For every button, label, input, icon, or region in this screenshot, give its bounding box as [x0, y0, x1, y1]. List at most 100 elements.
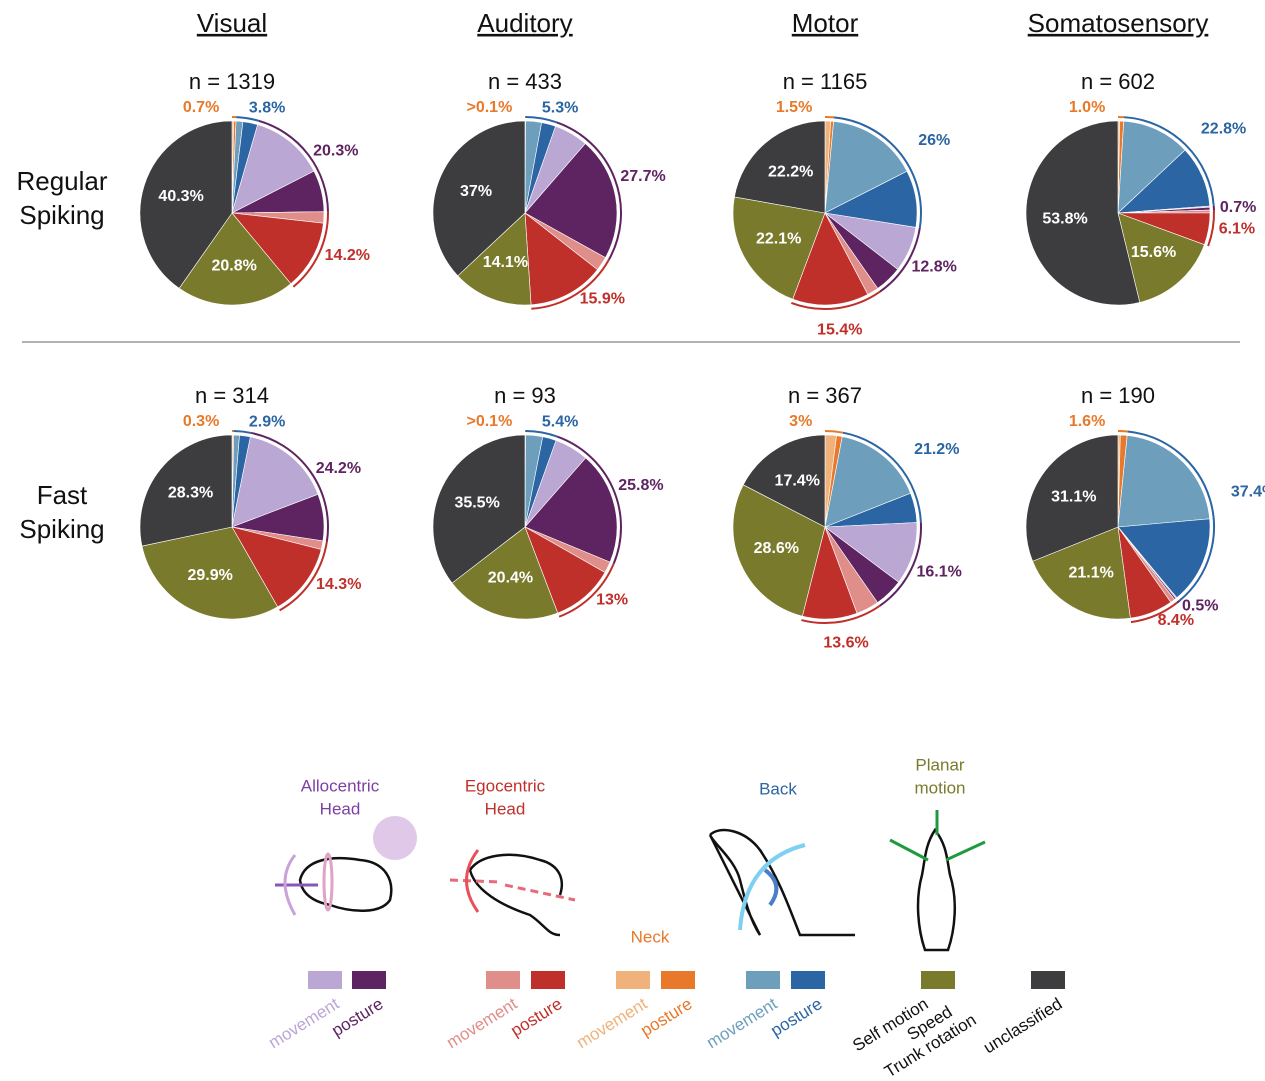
pct-label: 37% — [460, 183, 492, 200]
column-title: Auditory — [477, 8, 572, 38]
pie-slice — [139, 120, 233, 289]
pct-label: 31.1% — [1051, 488, 1096, 505]
pct-label: 37.4% — [1231, 484, 1265, 501]
pie-slice — [178, 212, 292, 306]
legend-swatch — [486, 971, 520, 989]
pct-label: 0.3% — [183, 413, 219, 430]
pct-label: 15.6% — [1131, 244, 1176, 261]
group-arc — [557, 435, 622, 565]
pct-label: 20.3% — [313, 142, 358, 159]
group-arc — [1123, 116, 1215, 206]
legend-swatch — [661, 971, 695, 989]
column-title: Somatosensory — [1028, 8, 1209, 38]
pie-slice — [231, 526, 322, 608]
pie-slice — [432, 434, 526, 584]
pie-slice — [732, 196, 826, 300]
group-arc — [279, 541, 328, 612]
pct-label: 6.1% — [1219, 220, 1255, 237]
pct-label: 29.9% — [187, 567, 232, 584]
pct-label: 1.6% — [1069, 413, 1105, 430]
pie-slice — [432, 120, 526, 277]
legend-title: Head — [485, 799, 526, 818]
pie-slice — [1117, 120, 1186, 214]
pct-label: 27.7% — [620, 168, 665, 185]
pie-slice — [231, 212, 324, 285]
pie-slice — [824, 436, 911, 528]
pie-slice — [1025, 434, 1119, 562]
legend-swatch — [921, 971, 955, 989]
pct-label: 12.8% — [911, 258, 956, 275]
group-arc — [1127, 430, 1215, 602]
n-label: n = 190 — [1081, 383, 1155, 408]
pct-label: 20.8% — [211, 258, 256, 275]
legend-label: posture — [767, 994, 825, 1040]
pie-slice — [451, 526, 559, 620]
pie-slice — [1117, 212, 1205, 303]
group-arc — [236, 116, 260, 122]
pct-label: 16.1% — [917, 563, 962, 580]
pct-label: 13% — [596, 591, 628, 608]
legend-label: posture — [507, 994, 565, 1040]
group-arc — [1207, 209, 1215, 247]
legend-title: Planar — [915, 755, 964, 774]
legend-swatch — [791, 971, 825, 989]
pct-label: 22.2% — [768, 163, 813, 180]
group-arc — [558, 563, 615, 618]
row-label: Regular — [16, 166, 107, 196]
back-arrow — [738, 843, 806, 931]
legend-swatch — [531, 971, 565, 989]
pie-slice — [139, 434, 233, 547]
group-arc — [556, 121, 622, 261]
pct-label: 5.3% — [542, 100, 578, 117]
allocentric-axis — [322, 852, 334, 912]
pct-label: 53.8% — [1042, 211, 1087, 228]
egocentric-arrow — [449, 878, 576, 902]
pct-label: 1.0% — [1069, 99, 1105, 116]
legend-swatch — [352, 971, 386, 989]
group-arc — [525, 116, 558, 124]
planar-arrow — [889, 810, 986, 862]
n-label: n = 314 — [195, 383, 269, 408]
column-title: Motor — [792, 8, 859, 38]
pie-slice — [1032, 526, 1131, 620]
pct-label: 13.6% — [823, 634, 868, 651]
pct-label: 21.2% — [914, 441, 959, 458]
legend-label: unclassified — [980, 994, 1065, 1057]
column-title: Visual — [197, 8, 267, 38]
legend-title: Neck — [631, 927, 670, 946]
group-arc — [525, 430, 558, 438]
pct-label: 0.7% — [183, 99, 219, 116]
pct-label: 28.3% — [168, 485, 213, 502]
pct-label: 0.5% — [1182, 598, 1218, 615]
icons — [275, 810, 986, 952]
n-label: n = 93 — [494, 383, 556, 408]
group-arc — [233, 430, 252, 434]
pct-label: 22.1% — [756, 231, 801, 248]
legend-label: posture — [637, 994, 695, 1040]
pct-label: 14.3% — [316, 576, 361, 593]
pie-slice — [231, 436, 319, 528]
pie-slice — [732, 484, 826, 617]
allocentric-arrow — [283, 854, 297, 916]
legend-title: Allocentric — [301, 776, 380, 795]
pct-label: 2.9% — [249, 414, 285, 431]
allocentric-rat-icon — [298, 856, 393, 912]
group-arc — [250, 431, 329, 542]
pct-label: 26% — [918, 132, 950, 149]
pie-slice — [1117, 435, 1210, 528]
egocentric-rat-icon — [468, 853, 564, 937]
egocentric-arrow — [465, 849, 480, 913]
group-arc — [824, 430, 844, 434]
legend-title: motion — [914, 778, 965, 797]
pie-slice — [141, 526, 279, 620]
planar-rat-icon — [916, 827, 957, 952]
pie-slice — [792, 212, 869, 306]
pie-slice — [457, 212, 532, 306]
pie-slice — [742, 434, 826, 528]
group-arc — [833, 116, 922, 229]
pct-label: >0.1% — [466, 413, 512, 430]
pct-label: 25.8% — [618, 477, 663, 494]
legend-title: Egocentric — [465, 776, 546, 795]
pct-label: 3.8% — [249, 100, 285, 117]
group-arc — [531, 259, 610, 310]
